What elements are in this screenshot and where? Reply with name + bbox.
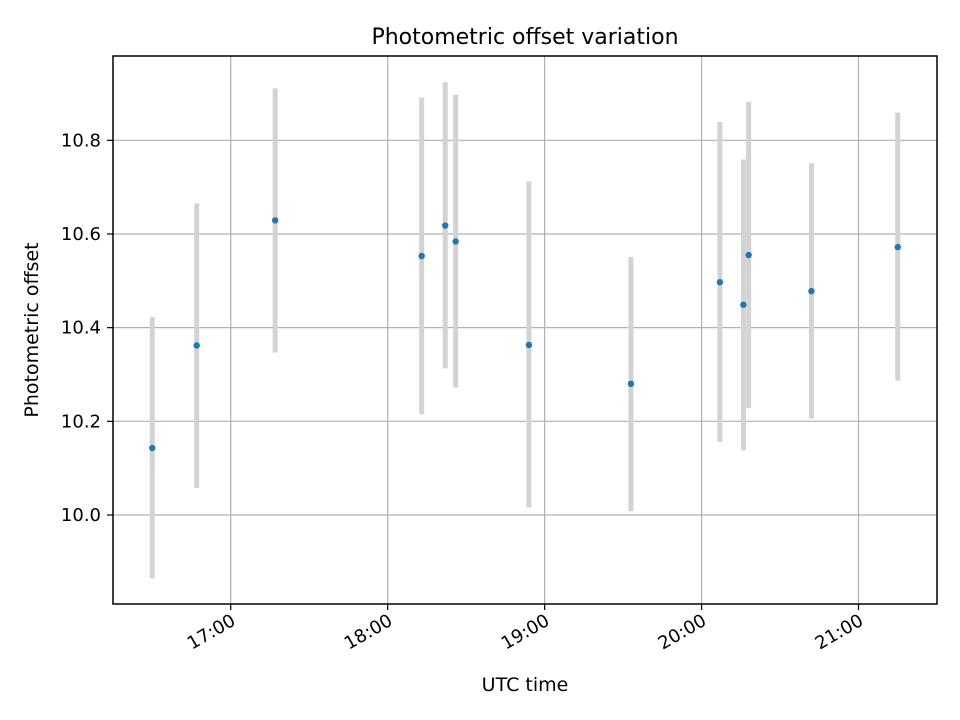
x-tick-label: 19:00 [498,610,553,654]
y-tick-label: 10.2 [61,411,101,432]
data-point [193,342,200,349]
grid-layer [113,56,937,604]
y-tick-label: 10.6 [61,224,101,245]
data-point [627,380,635,388]
x-tick-label: 20:00 [655,610,710,654]
data-point [894,243,901,251]
data-point [418,252,425,260]
data-point [745,251,752,259]
data-point [808,287,815,295]
data-point [740,301,747,308]
data-point [525,341,533,349]
y-tick-label: 10.0 [61,505,101,526]
y-axis-label: Photometric offset [21,242,43,417]
x-tick-label: 17:00 [184,610,239,654]
point-layer [149,217,901,452]
plot-frame [112,55,938,605]
data-point [442,222,449,229]
x-axis-label: UTC time [482,674,569,696]
chart-title: Photometric offset variation [371,25,678,50]
y-tick-label: 10.4 [61,318,101,339]
data-point [716,279,724,286]
x-tick-label: 18:00 [341,610,396,654]
y-tick-label: 10.8 [61,130,101,151]
data-point [271,217,279,224]
x-tick-label: 21:00 [812,610,867,654]
data-point [149,444,156,452]
tick-layer: 17:00 18:00 19:00 20:00 21:00 10.0 10.2 10.4 10.… [61,130,867,654]
data-point [452,238,459,245]
errorbar-layer [149,82,901,579]
